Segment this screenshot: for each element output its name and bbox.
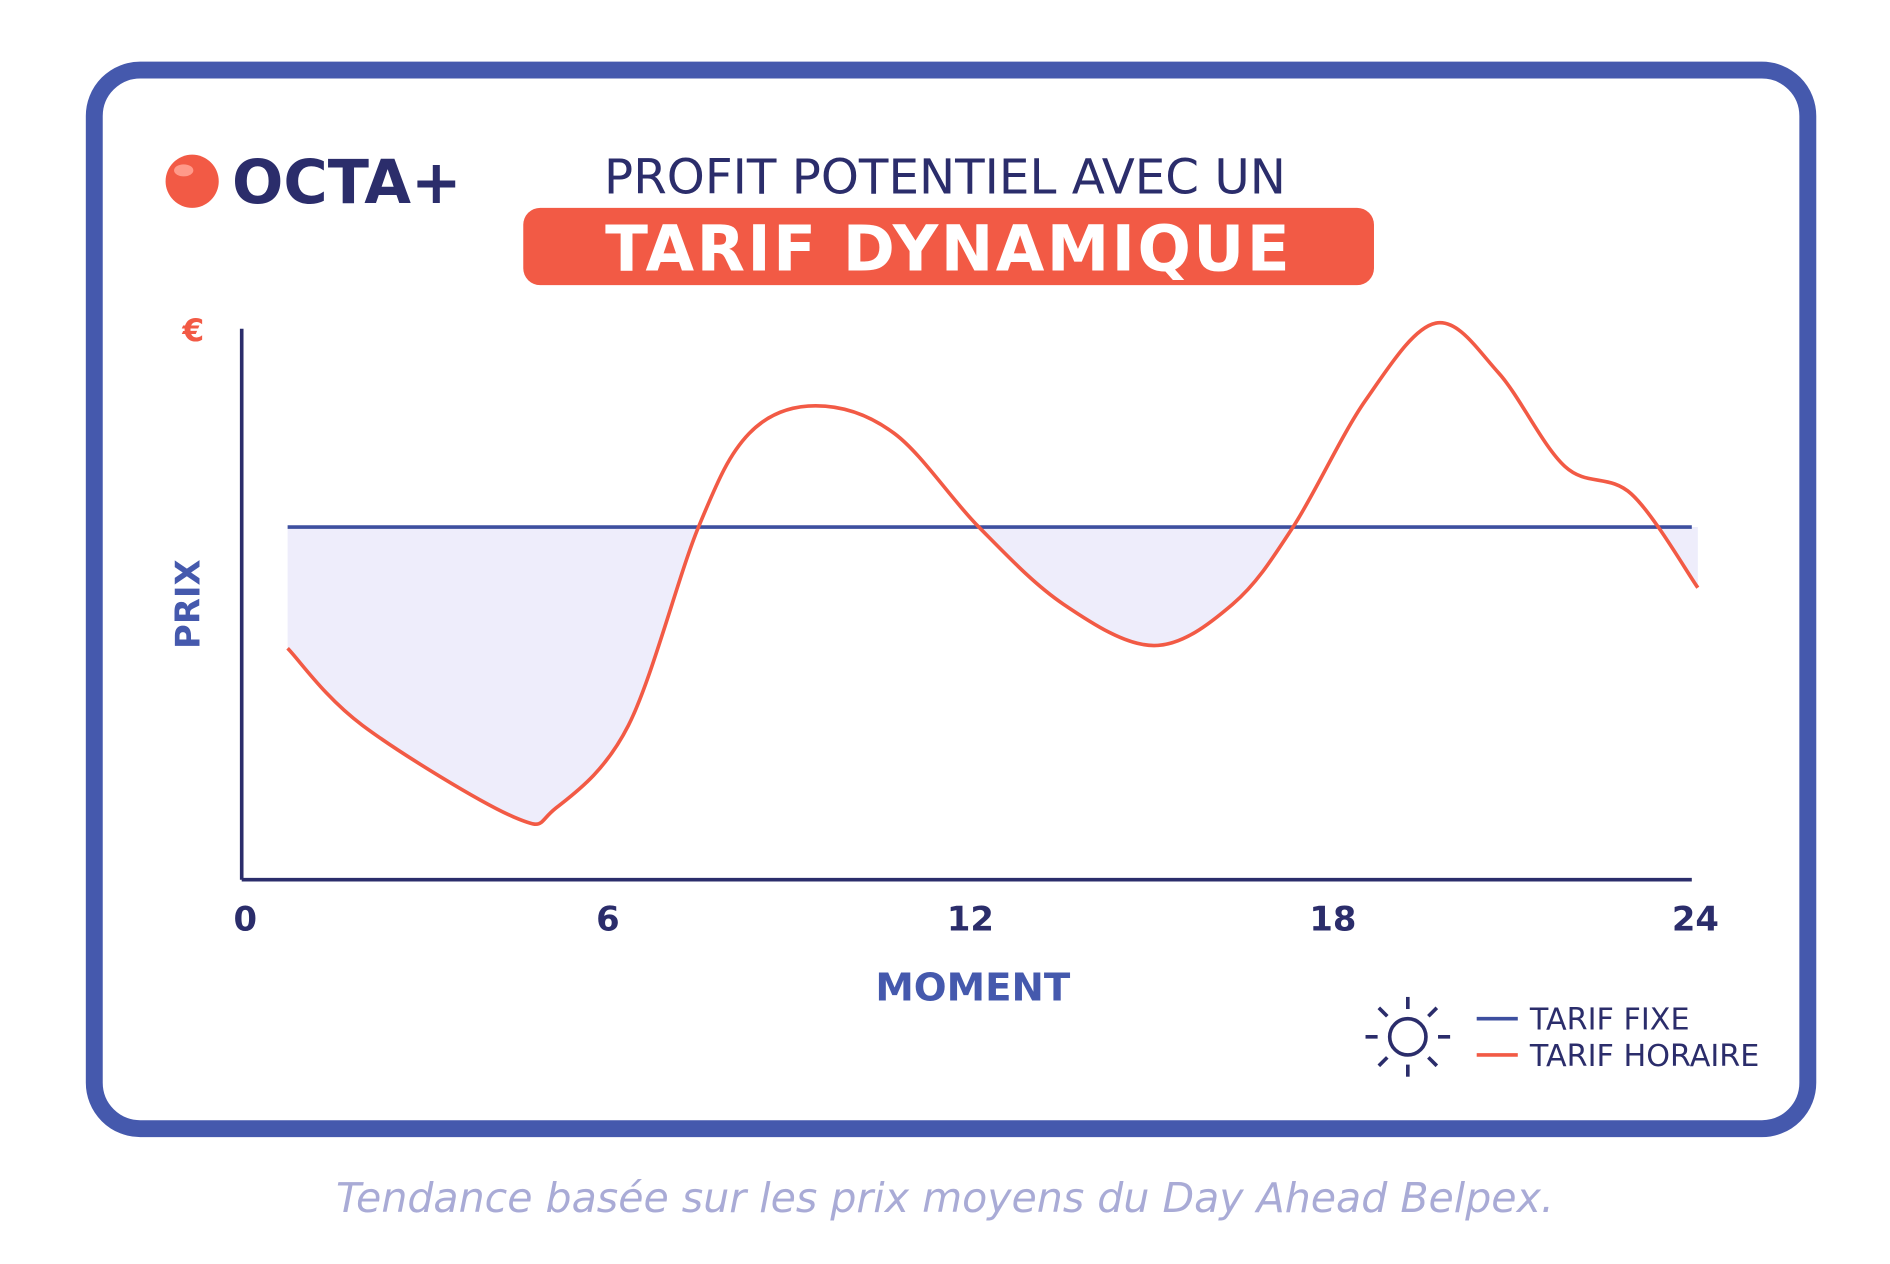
sun-icon bbox=[1365, 996, 1451, 1077]
logo-highlight bbox=[174, 164, 194, 177]
x-tick-label: 6 bbox=[596, 899, 620, 938]
legend-label: TARIF FIXE bbox=[1529, 1003, 1690, 1038]
savings-area bbox=[287, 527, 1698, 825]
y-axis-label: PRIX bbox=[168, 559, 207, 649]
x-axis-label: MOMENT bbox=[875, 966, 1071, 1011]
x-tick-label: 0 bbox=[234, 899, 258, 938]
chart-title: PROFIT POTENTIEL AVEC UN bbox=[604, 149, 1286, 205]
logo-dot bbox=[165, 154, 219, 208]
y-unit: € bbox=[181, 313, 204, 349]
chart-subtitle: TARIF DYNAMIQUE bbox=[605, 213, 1292, 286]
x-tick-label: 24 bbox=[1672, 899, 1719, 938]
card bbox=[85, 61, 1817, 1138]
subtitle-badge bbox=[523, 207, 1374, 286]
series-line bbox=[286, 320, 1700, 826]
x-tick-label: 18 bbox=[1309, 899, 1356, 938]
x-tick-label: 12 bbox=[947, 899, 994, 938]
logo: OCTA+ bbox=[232, 148, 462, 218]
caption: Tendance basée sur les prix moyens du Da… bbox=[336, 1174, 1554, 1222]
legend-label: TARIF HORAIRE bbox=[1529, 1039, 1760, 1074]
